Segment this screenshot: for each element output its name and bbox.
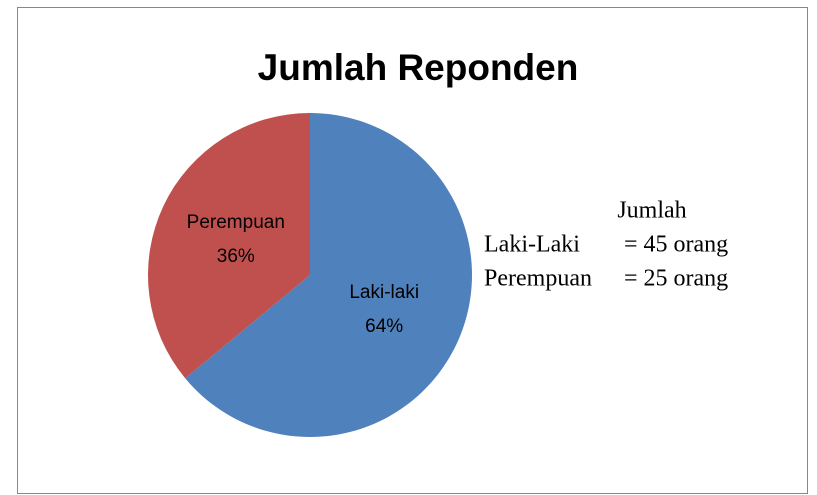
slice-category: Perempuan <box>187 212 285 233</box>
pie-slice <box>185 113 472 437</box>
slice-category: Laki-laki <box>349 282 419 303</box>
annotation-label: Laki-Laki <box>484 232 580 258</box>
slice-value-label: 36% <box>217 246 255 267</box>
annotation-title: Jumlah <box>617 198 686 224</box>
annotation-value: = 25 orang <box>624 266 728 292</box>
chart-title: Jumlah Reponden <box>258 47 579 88</box>
annotation-label: Perempuan <box>484 266 592 292</box>
pie-slice <box>147 113 310 379</box>
slice-value-label: 64% <box>365 316 403 337</box>
annotation-value: = 45 orang <box>624 232 728 258</box>
